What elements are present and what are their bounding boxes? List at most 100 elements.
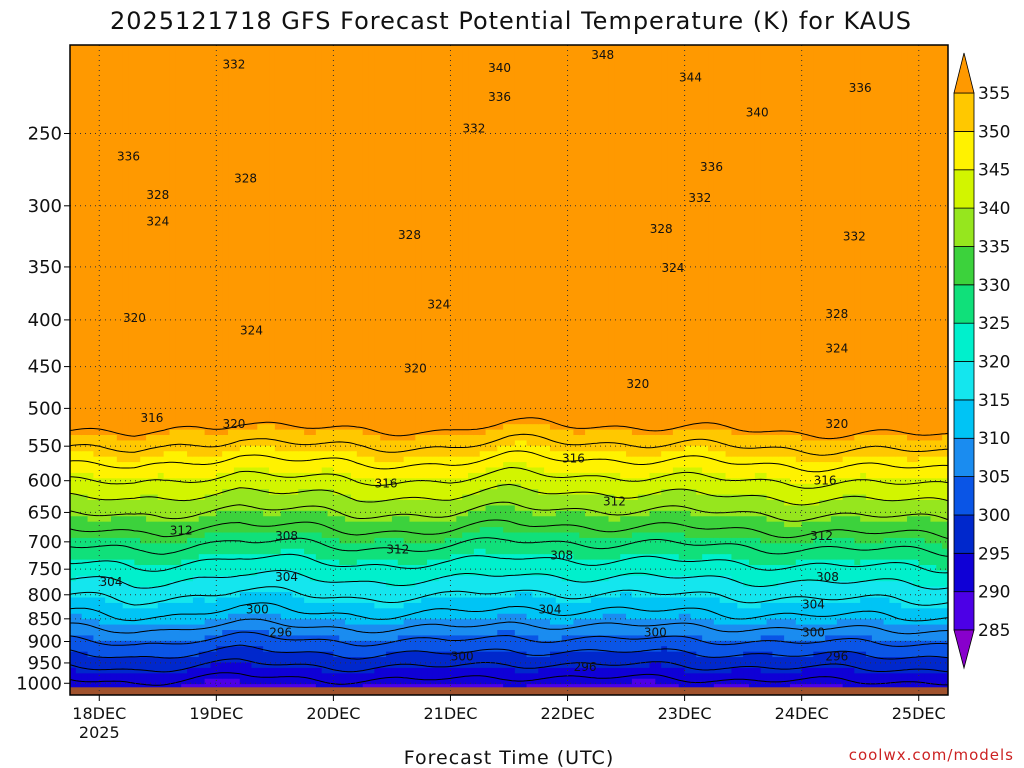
contour-band-cell	[315, 635, 323, 653]
contour-band-cell	[380, 45, 387, 442]
contour-band-cell	[713, 516, 721, 539]
contour-band-cell	[333, 602, 340, 620]
contour-band-cell	[924, 456, 932, 479]
contour-band-cell	[157, 456, 165, 474]
contour-band-cell	[690, 467, 697, 490]
contour-band-cell	[848, 635, 855, 653]
contour-band-cell	[169, 640, 176, 658]
contour-band-cell	[778, 435, 785, 458]
contour-band-cell	[918, 640, 926, 658]
contour-band-cell	[140, 478, 147, 496]
contour-band-cell	[836, 537, 844, 561]
contour-band-cell	[532, 635, 539, 658]
contour-label: 312	[386, 543, 409, 557]
contour-band-cell	[538, 597, 545, 620]
contour-band-cell	[538, 532, 545, 555]
contour-band-cell	[526, 554, 534, 577]
contour-band-cell	[415, 543, 422, 566]
contour-band-cell	[304, 602, 311, 620]
contour-band-cell	[860, 619, 867, 637]
contour-band-cell	[93, 45, 100, 436]
contour-band-cell	[555, 554, 563, 577]
contour-band-cell	[795, 640, 803, 658]
contour-band-cell	[585, 635, 592, 653]
contour-band-cell	[719, 494, 727, 517]
contour-band-cell	[555, 624, 563, 642]
contour-band-cell	[198, 45, 206, 431]
contour-band-cell	[105, 602, 112, 626]
contour-band-cell	[274, 651, 282, 669]
contour-band-cell	[737, 456, 744, 479]
contour-band-cell	[860, 435, 867, 458]
contour-band-cell	[192, 597, 200, 626]
contour-band-cell	[280, 592, 288, 620]
contour-band-cell	[415, 619, 422, 637]
contour-band-cell	[918, 500, 926, 517]
contour-band-cell	[725, 45, 733, 431]
contour-band-cell	[854, 602, 861, 620]
contour-band-cell	[421, 619, 428, 637]
contour-band-cell	[549, 667, 557, 685]
contour-band-cell	[549, 494, 557, 517]
contour-band-cell	[760, 494, 768, 517]
contour-band-cell	[731, 537, 738, 561]
contour-band-cell	[596, 581, 604, 599]
contour-band-cell	[473, 651, 481, 669]
contour-band-cell	[912, 559, 920, 588]
contour-band-cell	[163, 500, 171, 523]
contour-label: 320	[404, 361, 427, 375]
contour-band-cell	[877, 521, 885, 544]
contour-band-cell	[216, 554, 223, 577]
contour-band-cell	[754, 456, 762, 474]
contour-band-cell	[567, 651, 574, 669]
contour-band-cell	[696, 494, 703, 517]
contour-band-cell	[140, 543, 147, 566]
contour-band-cell	[573, 435, 580, 452]
contour-band-cell	[403, 586, 411, 604]
contour-band-cell	[672, 429, 680, 452]
contour-band-cell	[192, 575, 200, 599]
contour-band-cell	[509, 483, 516, 507]
contour-band-cell	[175, 478, 182, 501]
contour-band-cell	[134, 565, 141, 588]
contour-band-cell	[561, 45, 569, 431]
contour-band-cell	[614, 537, 621, 561]
contour-band-cell	[198, 597, 206, 626]
contour-band-cell	[667, 667, 674, 685]
contour-band-cell	[427, 597, 434, 620]
contour-band-cell	[380, 581, 387, 609]
contour-band-cell	[743, 586, 750, 609]
contour-band-cell	[503, 424, 510, 447]
contour-band-cell	[403, 667, 411, 685]
contour-band-cell	[245, 575, 253, 593]
contour-band-cell	[819, 462, 826, 485]
contour-label: 300	[246, 602, 269, 616]
contour-band-cell	[503, 651, 510, 669]
contour-band-cell	[678, 489, 686, 512]
contour-band-cell	[573, 510, 580, 534]
contour-band-cell	[649, 619, 656, 637]
contour-band-cell	[350, 673, 358, 691]
contour-band-cell	[514, 440, 522, 463]
contour-band-cell	[702, 640, 709, 658]
contour-band-cell	[374, 521, 381, 539]
contour-band-cell	[918, 586, 926, 609]
contour-band-cell	[163, 624, 171, 642]
contour-band-cell	[269, 445, 276, 474]
contour-label: 332	[222, 57, 245, 71]
contour-band-cell	[181, 640, 188, 658]
contour-band-cell	[468, 472, 475, 496]
contour-band-cell	[895, 640, 902, 658]
contour-band-cell	[602, 613, 610, 637]
contour-band-cell	[93, 456, 100, 479]
contour-band-cell	[292, 651, 299, 669]
contour-band-cell	[175, 451, 182, 479]
contour-band-cell	[631, 45, 639, 436]
contour-band-cell	[350, 657, 358, 674]
contour-band-cell	[725, 537, 733, 555]
contour-band-cell	[491, 597, 498, 620]
contour-band-cell	[409, 440, 416, 458]
contour-band-cell	[895, 500, 902, 523]
contour-band-cell	[468, 45, 475, 436]
contour-band-cell	[198, 500, 206, 517]
